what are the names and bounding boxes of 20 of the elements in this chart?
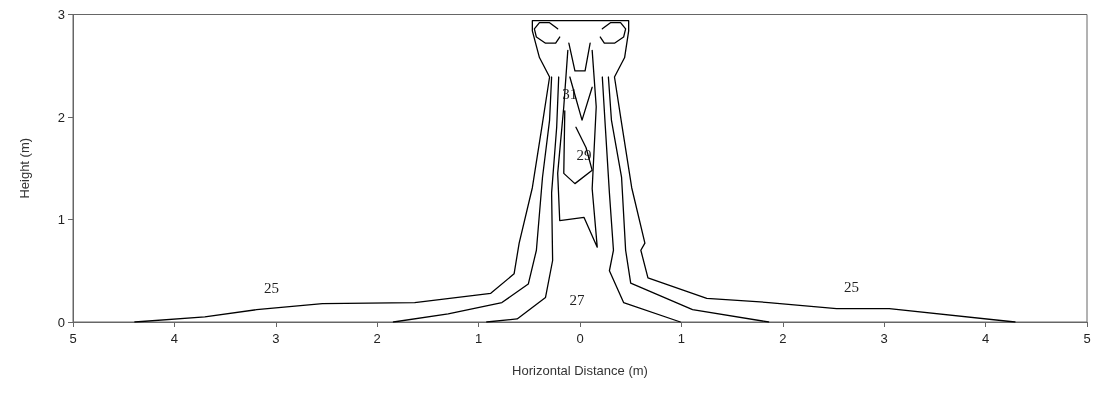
x-tick-label: 3 (272, 331, 280, 346)
x-tick-label: 5 (69, 331, 77, 346)
x-axis-title: Horizontal Distance (m) (512, 363, 648, 378)
x-tick-label: 5 (1083, 331, 1091, 346)
x-tick-label: 4 (981, 331, 990, 346)
x-tick-label: 1 (474, 331, 483, 346)
x-tick-label: 2 (373, 331, 381, 346)
annotation: 25 (264, 279, 280, 296)
y-tick-label: 3 (57, 7, 65, 22)
y-tick-label: 0 (57, 314, 65, 330)
x-tick-label: 2 (779, 331, 787, 346)
x-tick-label: 3 (880, 331, 888, 346)
y-tick-label: 2 (57, 109, 65, 125)
x-tick-label: 4 (170, 331, 179, 346)
x-tick-label: 0 (576, 331, 584, 346)
x-tick-label: 1 (677, 331, 686, 346)
y-tick-label: 1 (57, 212, 65, 227)
annotation: 27 (569, 292, 585, 309)
y-axis-title: Height (m) (17, 137, 32, 199)
annotation: 25 (844, 278, 860, 295)
